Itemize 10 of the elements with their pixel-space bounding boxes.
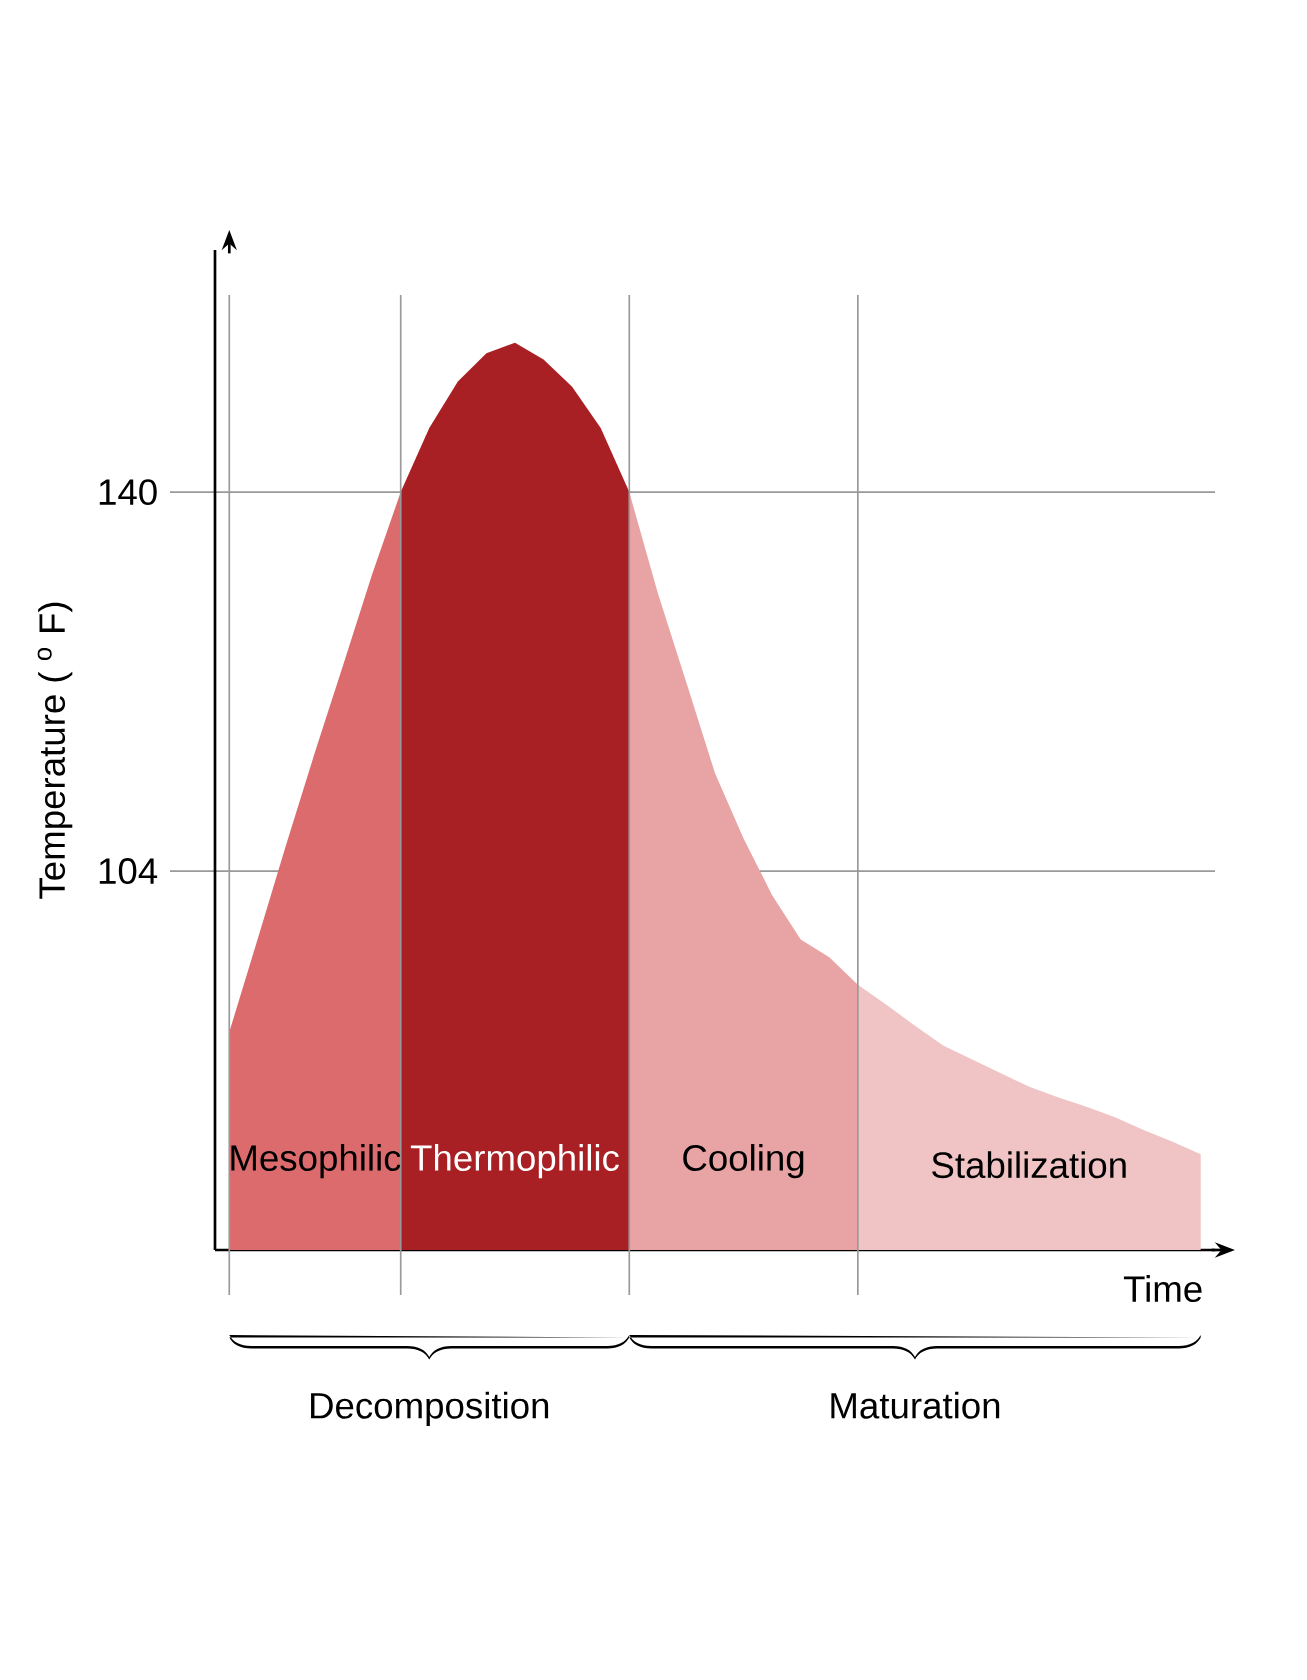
x-axis-title: Time: [1123, 1275, 1202, 1303]
y-tick-label: 140: [99, 479, 157, 506]
text: Decomposition: [311, 1391, 549, 1426]
text: Maturation: [831, 1391, 1000, 1419]
series-label: Cooling: [683, 1144, 804, 1179]
series-label: Stabilization: [932, 1151, 1126, 1179]
y-axis-title: Temperature ( $^{o}$ F): [37, 602, 73, 899]
series-label: Thermophilic: [410, 1144, 619, 1179]
y-tick-label: 104: [99, 858, 158, 885]
series-label: Mesophilic: [231, 1144, 401, 1179]
